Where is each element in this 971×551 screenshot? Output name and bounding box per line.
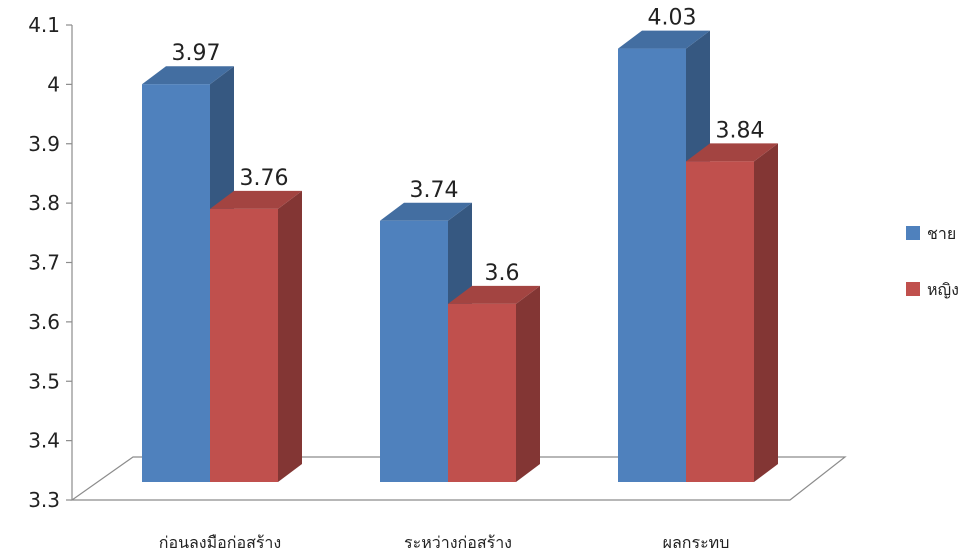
value-labels: 3.97 3.76 3.74 3.6 4.03 3.84	[172, 6, 765, 286]
bar-series2-2	[448, 285, 540, 482]
y-tick-label: 4.1	[28, 13, 60, 37]
value-label: 4.03	[648, 6, 697, 31]
y-tick-label: 3.4	[28, 429, 60, 453]
legend-label: ชาย	[927, 224, 956, 243]
legend-swatch	[906, 282, 920, 296]
legend-label: หญิง	[927, 280, 959, 299]
value-label: 3.74	[410, 178, 459, 203]
y-tick-label: 4	[47, 72, 60, 96]
value-label: 3.84	[716, 118, 765, 143]
y-axis: 3.3 3.4 3.5 3.6 3.7 3.8 3.9 4 4.1	[28, 13, 73, 512]
x-tick-label: ก่อนลงมือก่อสร้าง	[159, 533, 281, 551]
x-tick-label: ระหว่างก่อสร้าง	[404, 533, 512, 551]
bars	[142, 30, 778, 482]
y-tick-label: 3.6	[28, 310, 60, 334]
bar-series2-3	[686, 143, 778, 482]
x-tick-label: ผลกระทบ	[663, 533, 730, 551]
legend-swatch	[906, 226, 920, 240]
value-label: 3.76	[240, 166, 289, 191]
y-tick-label: 3.8	[28, 191, 60, 215]
x-axis: ก่อนลงมือก่อสร้าง ระหว่างก่อสร้าง ผลกระทบ	[159, 533, 730, 551]
value-label: 3.6	[485, 261, 520, 286]
value-label: 3.97	[172, 41, 221, 66]
y-tick-label: 3.9	[28, 132, 60, 156]
y-tick-label: 3.3	[28, 488, 60, 512]
y-tick-label: 3.7	[28, 251, 60, 275]
bar-series2-1	[210, 190, 302, 482]
y-tick-label: 3.5	[28, 369, 60, 393]
